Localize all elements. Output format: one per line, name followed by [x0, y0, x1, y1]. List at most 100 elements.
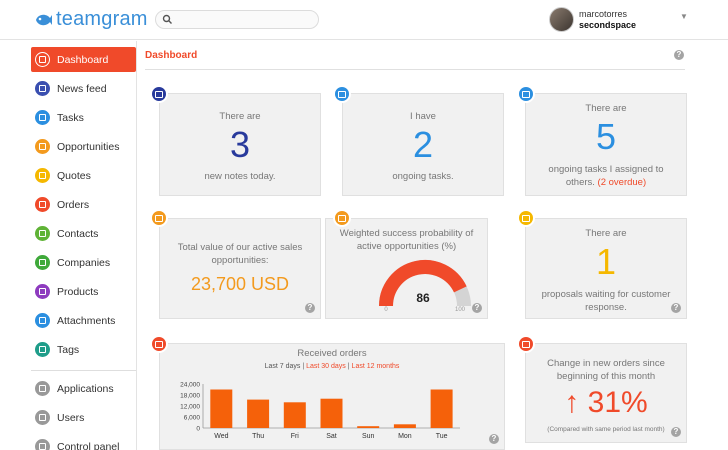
change-badge-icon	[517, 335, 535, 353]
proposals-line2: response.	[585, 302, 627, 313]
assigned-bottom-line2: others. (2 overdue)	[526, 176, 686, 189]
assigned-top-text: There are	[585, 103, 627, 114]
logo[interactable]: teamgram	[33, 8, 148, 31]
orders-icon	[35, 197, 50, 212]
assigned-count: 5	[595, 116, 617, 157]
proposals-top-text: There are	[585, 228, 627, 239]
notes-bottom-text: new notes today.	[204, 171, 276, 182]
search-icon	[162, 14, 172, 24]
y-tick-label: 0	[196, 426, 200, 433]
y-tick-label: 18,000	[180, 393, 200, 400]
sidebar-item-quotes[interactable]: Quotes	[31, 163, 136, 188]
sidebar-item-label: Orders	[57, 198, 90, 211]
sidebar-item-label: Tasks	[57, 111, 84, 124]
bar-fri[interactable]	[283, 402, 306, 428]
help-icon[interactable]: ?	[489, 434, 499, 444]
help-icon[interactable]: ?	[671, 427, 681, 437]
tab-last-30-days[interactable]: Last 30 days	[306, 363, 346, 370]
sales-value: 23,700 USD	[190, 274, 290, 294]
bar-sat[interactable]	[320, 398, 343, 428]
sidebar-item-orders[interactable]: Orders	[31, 192, 136, 217]
x-tick-label: Tue	[436, 433, 448, 440]
sidebar-item-label: Control panel	[57, 440, 120, 450]
help-icon[interactable]: ?	[472, 303, 482, 313]
sidebar-item-label: Tags	[57, 343, 80, 356]
sidebar-item-control-panel[interactable]: Control panel	[31, 434, 136, 450]
tags-icon	[35, 342, 50, 357]
bar-wed[interactable]	[210, 389, 233, 429]
overdue-link[interactable]: (2 overdue)	[597, 177, 647, 188]
orders-bar-chart: 24,000 18,000 12,000 6,000 0 Wed Thu Fri Sat Sun M…	[180, 382, 460, 440]
sidebar-item-label: Users	[57, 411, 85, 424]
bar-thu[interactable]	[247, 399, 270, 428]
x-tick-label: Fri	[291, 433, 300, 440]
sidebar-item-contacts[interactable]: Contacts	[31, 221, 136, 246]
proposals-count: 1	[595, 241, 617, 282]
tasks-count: 2	[412, 124, 434, 165]
proposals-card[interactable]: There are 1 proposals waiting for custom…	[525, 218, 687, 319]
tab-last-7-days[interactable]: Last 7 days	[264, 363, 301, 370]
tab-separator: |	[302, 363, 305, 370]
x-tick-label: Sun	[362, 433, 375, 440]
bar-mon[interactable]	[393, 424, 416, 428]
sidebar-item-label: Products	[57, 285, 99, 298]
proposals-line1: proposals waiting for customer	[541, 289, 671, 300]
sidebar-item-attachments[interactable]: Attachments	[31, 308, 136, 333]
notes-card[interactable]: There are 3 new notes today.	[159, 93, 321, 196]
orders-badge-icon	[150, 335, 168, 353]
sidebar-item-label: Attachments	[57, 314, 116, 327]
users-icon	[35, 410, 50, 425]
bar-sun[interactable]	[357, 426, 380, 428]
assigned-badge-icon	[517, 85, 535, 103]
sidebar-item-applications[interactable]: Applications	[31, 376, 136, 401]
sidebar-item-tasks[interactable]: Tasks	[31, 105, 136, 130]
tasks-card[interactable]: I have 2 ongoing tasks.	[342, 93, 504, 196]
y-tick-label: 24,000	[180, 382, 200, 389]
sidebar-item-products[interactable]: Products	[31, 279, 136, 304]
sidebar-item-companies[interactable]: Companies	[31, 250, 136, 275]
help-icon[interactable]: ?	[674, 50, 684, 60]
gauge-fill	[379, 259, 467, 307]
sidebar-item-opportunities[interactable]: Opportunities	[31, 134, 136, 159]
help-icon[interactable]: ?	[671, 303, 681, 313]
search-input[interactable]	[176, 12, 314, 27]
sidebar-item-dashboard[interactable]: Dashboard	[31, 47, 136, 72]
sales-label-line1: Total value of our active sales	[177, 242, 303, 253]
received-orders-card[interactable]: Received orders Last 7 days | Last 30 da…	[159, 343, 505, 450]
success-probability-card[interactable]: Weighted success probability of active o…	[325, 218, 488, 319]
x-tick-label: Thu	[252, 433, 264, 440]
applications-icon	[35, 381, 50, 396]
companies-icon	[35, 255, 50, 270]
tasks-top-text: I have	[410, 111, 436, 122]
notes-top-text: There are	[219, 111, 261, 122]
sidebar-item-label: News feed	[57, 82, 107, 95]
tab-last-12-months[interactable]: Last 12 months	[351, 363, 400, 370]
sales-label-line2: opportunities:	[211, 255, 269, 266]
search-box[interactable]	[155, 10, 319, 29]
user-dropdown-icon[interactable]: ▼	[680, 12, 688, 21]
help-icon[interactable]: ?	[305, 303, 315, 313]
sidebar-item-news-feed[interactable]: News feed	[31, 76, 136, 101]
orders-range-tabs: Last 7 days | Last 30 days | Last 12 mon…	[160, 363, 504, 370]
probability-badge-icon	[333, 209, 351, 227]
user-menu[interactable]: marcotorres secondspace	[549, 7, 636, 32]
sidebar-item-label: Dashboard	[57, 53, 109, 66]
tasks-bottom-text: ongoing tasks.	[392, 171, 454, 182]
gauge-min: 0	[384, 307, 388, 313]
news-feed-icon	[35, 81, 50, 96]
top-bar: teamgram marcotorres secondspace ▼	[0, 0, 728, 40]
fish-logo-icon	[36, 14, 52, 25]
orders-chart-title: Received orders	[297, 348, 367, 359]
control-panel-icon	[35, 439, 50, 450]
tasks-badge-icon	[333, 85, 351, 103]
sidebar-item-tags[interactable]: Tags	[31, 337, 136, 362]
avatar[interactable]	[549, 7, 574, 32]
attachments-icon	[35, 313, 50, 328]
bar-tue[interactable]	[430, 389, 453, 429]
assigned-tasks-card[interactable]: There are 5 ongoing tasks I assigned to …	[525, 93, 687, 196]
orders-change-card[interactable]: Change in new orders since beginning of …	[525, 343, 687, 443]
notes-count: 3	[229, 124, 251, 165]
sales-value-card[interactable]: Total value of our active sales opportun…	[159, 218, 321, 319]
title-divider	[145, 69, 685, 70]
sidebar-item-users[interactable]: Users	[31, 405, 136, 430]
